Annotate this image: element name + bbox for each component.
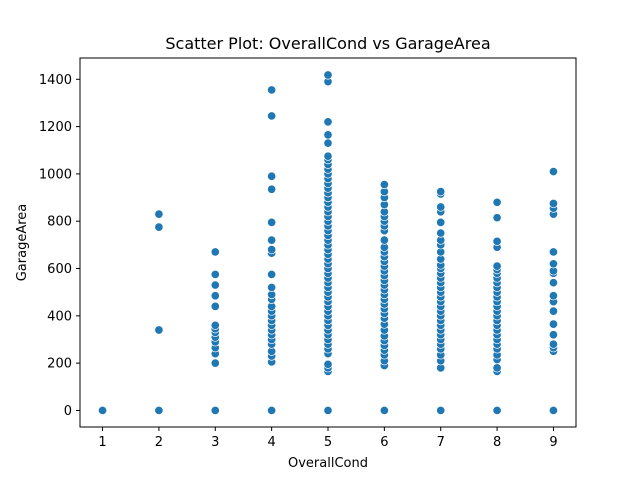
data-point — [267, 235, 277, 245]
data-point — [323, 405, 333, 415]
data-point — [548, 278, 559, 288]
data-point — [436, 405, 446, 415]
y-tick-label: 1000 — [39, 167, 72, 182]
data-point — [548, 198, 559, 209]
data-point — [154, 405, 164, 415]
data-point — [154, 325, 164, 335]
data-point — [492, 213, 502, 223]
data-point — [267, 111, 277, 121]
data-point — [548, 259, 559, 269]
data-point — [492, 236, 502, 246]
data-point — [267, 171, 277, 181]
data-point — [548, 330, 559, 340]
y-tick-label: 1400 — [39, 73, 72, 88]
x-tick-label: 6 — [380, 435, 388, 450]
y-tick-label: 0 — [64, 404, 72, 419]
x-tick-label: 8 — [493, 435, 501, 450]
data-point — [267, 269, 277, 279]
data-point — [436, 202, 446, 212]
data-point — [210, 405, 220, 415]
data-point — [323, 117, 333, 127]
data-point — [436, 217, 446, 227]
x-tick-label: 1 — [98, 435, 106, 450]
data-point — [267, 245, 277, 255]
data-point — [323, 138, 333, 148]
y-tick-label: 1200 — [39, 120, 72, 135]
data-point — [210, 301, 220, 311]
x-tick-label: 9 — [549, 435, 557, 450]
data-point — [548, 306, 559, 316]
data-point — [548, 405, 559, 415]
data-point — [267, 217, 277, 227]
data-point — [323, 130, 333, 140]
data-point — [267, 184, 277, 194]
data-point — [548, 339, 559, 349]
data-point — [210, 320, 220, 330]
data-point — [436, 187, 446, 197]
data-point — [323, 70, 333, 80]
chart-title: Scatter Plot: OverallCond vs GarageArea — [165, 34, 490, 53]
data-point — [267, 405, 277, 415]
data-point — [210, 269, 220, 279]
data-point — [323, 359, 333, 369]
x-tick-label: 4 — [267, 435, 275, 450]
data-point — [210, 291, 220, 301]
data-point — [548, 247, 559, 257]
data-point — [492, 405, 502, 415]
data-point — [154, 209, 164, 219]
x-tick-label: 5 — [324, 435, 332, 450]
x-tick-label: 3 — [211, 435, 219, 450]
y-axis: 0 200 400 600 800 1000 1200 1400 — [39, 73, 80, 419]
data-point — [210, 247, 220, 257]
x-axis: 1 2 3 4 5 6 7 8 9 — [98, 427, 558, 450]
data-point — [210, 358, 220, 368]
y-axis-label: GarageArea — [15, 204, 30, 282]
y-tick-label: 400 — [47, 309, 72, 324]
data-point — [379, 235, 389, 245]
data-point — [323, 151, 333, 161]
x-axis-label: OverallCond — [288, 456, 368, 471]
data-point — [436, 228, 446, 238]
data-point — [548, 291, 559, 301]
data-point — [267, 85, 277, 95]
y-tick-label: 200 — [47, 357, 72, 372]
data-point — [492, 197, 502, 207]
y-tick-label: 800 — [47, 215, 72, 230]
y-tick-label: 600 — [47, 262, 72, 277]
data-point — [154, 222, 164, 232]
points-layer — [97, 70, 559, 415]
data-point — [267, 282, 277, 292]
x-tick-label: 2 — [155, 435, 163, 450]
data-point — [97, 405, 108, 415]
data-point — [548, 319, 559, 329]
data-point — [548, 166, 559, 177]
x-tick-label: 7 — [437, 435, 445, 450]
data-point — [492, 261, 502, 271]
data-point — [210, 280, 220, 290]
data-point — [379, 179, 389, 190]
data-point — [492, 363, 502, 373]
data-point — [379, 405, 389, 415]
